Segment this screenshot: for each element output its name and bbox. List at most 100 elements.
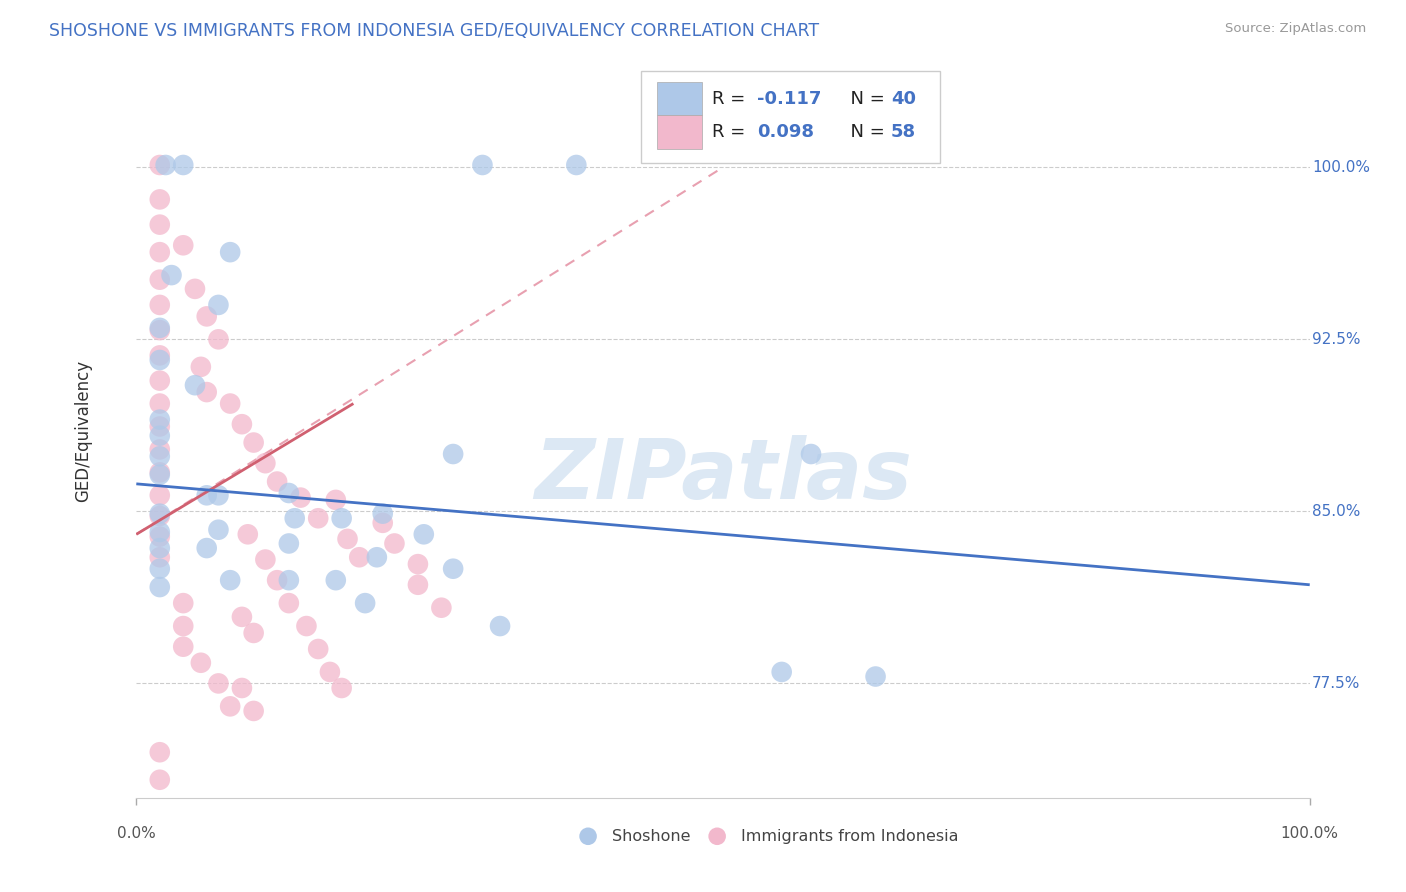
Point	[471, 158, 494, 172]
Point	[266, 573, 288, 587]
Point	[354, 596, 377, 610]
Point	[325, 492, 347, 507]
Point	[172, 238, 194, 252]
Point	[149, 273, 172, 287]
Text: R =: R =	[713, 89, 751, 108]
Point	[149, 580, 172, 594]
Point	[195, 310, 218, 324]
Text: 77.5%: 77.5%	[1312, 676, 1361, 691]
Point	[155, 158, 177, 172]
Point	[149, 419, 172, 434]
Point	[207, 332, 229, 346]
Text: Immigrants from Indonesia: Immigrants from Indonesia	[741, 829, 957, 844]
Point	[160, 268, 183, 282]
Text: Shoshone: Shoshone	[612, 829, 690, 844]
Point	[149, 507, 172, 521]
Point	[207, 523, 229, 537]
Point	[336, 532, 359, 546]
Text: 85.0%: 85.0%	[1312, 504, 1361, 519]
Point	[406, 578, 429, 592]
Point	[325, 573, 347, 587]
Point	[190, 656, 212, 670]
Point	[149, 541, 172, 555]
Point	[207, 298, 229, 312]
Point	[149, 450, 172, 464]
Point	[330, 681, 353, 695]
Point	[277, 536, 299, 550]
Point	[242, 704, 264, 718]
Text: 100.0%: 100.0%	[1281, 826, 1339, 841]
Point	[489, 619, 512, 633]
Point	[236, 527, 259, 541]
Point	[371, 507, 394, 521]
Point	[190, 359, 212, 374]
FancyBboxPatch shape	[658, 82, 702, 115]
Point	[149, 245, 172, 260]
Text: ZIPatlas: ZIPatlas	[534, 434, 912, 516]
Point	[195, 385, 218, 400]
Point	[277, 596, 299, 610]
Point	[219, 245, 242, 260]
Point	[330, 511, 353, 525]
Point	[149, 412, 172, 426]
Text: SHOSHONE VS IMMIGRANTS FROM INDONESIA GED/EQUIVALENCY CORRELATION CHART: SHOSHONE VS IMMIGRANTS FROM INDONESIA GE…	[49, 22, 820, 40]
Point	[770, 665, 793, 679]
Point	[149, 772, 172, 787]
Point	[149, 745, 172, 759]
Point	[384, 536, 406, 550]
Point	[441, 447, 464, 461]
Text: 40: 40	[891, 89, 915, 108]
Point	[149, 530, 172, 544]
Point	[254, 456, 277, 470]
Point	[149, 428, 172, 442]
Text: 0.098: 0.098	[756, 123, 814, 141]
Point	[195, 488, 218, 502]
Point	[266, 475, 288, 489]
Point	[149, 488, 172, 502]
Point	[254, 552, 277, 566]
Point	[149, 550, 172, 565]
Point	[207, 676, 229, 690]
Point	[800, 447, 823, 461]
Text: N =: N =	[839, 123, 890, 141]
Text: R =: R =	[713, 123, 751, 141]
Point	[184, 378, 207, 392]
Point	[290, 491, 312, 505]
Point	[149, 442, 172, 457]
Point	[184, 282, 207, 296]
Point	[242, 435, 264, 450]
Point	[406, 557, 429, 571]
Point	[149, 348, 172, 362]
Point	[195, 541, 218, 555]
Point	[366, 550, 388, 565]
Point	[172, 158, 194, 172]
Text: 100.0%: 100.0%	[1312, 160, 1369, 175]
Point	[565, 158, 588, 172]
Point	[172, 596, 194, 610]
Point	[149, 353, 172, 368]
Point	[207, 488, 229, 502]
Text: 0.0%: 0.0%	[117, 826, 156, 841]
Point	[441, 562, 464, 576]
Point	[149, 396, 172, 410]
Point	[172, 619, 194, 633]
Point	[242, 626, 264, 640]
Text: -0.117: -0.117	[756, 89, 821, 108]
Point	[349, 550, 371, 565]
Point	[865, 669, 887, 683]
Point	[277, 573, 299, 587]
Point	[219, 699, 242, 714]
Point	[149, 562, 172, 576]
Point	[149, 158, 172, 172]
Point	[219, 573, 242, 587]
Text: 92.5%: 92.5%	[1312, 332, 1361, 347]
Text: GED/Equivalency: GED/Equivalency	[75, 360, 93, 502]
Point	[149, 323, 172, 337]
Point	[219, 396, 242, 410]
Point	[307, 511, 329, 525]
FancyBboxPatch shape	[658, 115, 702, 149]
Point	[149, 193, 172, 207]
Point	[149, 467, 172, 482]
Point	[412, 527, 434, 541]
Point	[284, 511, 307, 525]
